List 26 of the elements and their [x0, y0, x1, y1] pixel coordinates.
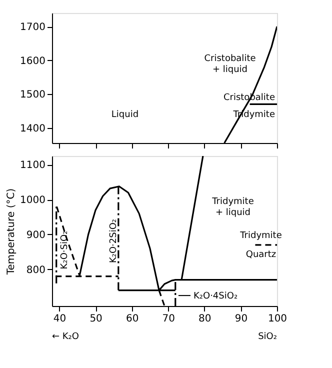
annotation: Cristobalite + liquid	[204, 54, 256, 75]
annotation: K₂O·2SiO₂	[109, 218, 119, 264]
y-tick-label: 800	[26, 264, 46, 276]
x-tick-label: 50	[90, 314, 102, 324]
annotation: Liquid	[111, 110, 139, 120]
text: ← K₂O	[52, 332, 79, 342]
x-tick-label: 80	[198, 314, 212, 324]
annotation: K₂O·SiO₂	[60, 230, 70, 270]
annotation: K₂O·4SiO₂	[193, 292, 238, 302]
x-tick-label: 100	[268, 314, 288, 324]
x-tick-label: 90	[234, 314, 248, 324]
y-tick-label: 1400	[20, 123, 46, 134]
y-tick-label: 1000	[20, 195, 46, 206]
x-tick-label: 60	[126, 314, 139, 324]
x-tick-label: 40	[53, 314, 66, 324]
annotation: Tridymite + liquid	[211, 197, 254, 218]
x-tick-label: 70	[162, 314, 175, 324]
y-tick-label: 1500	[20, 90, 46, 101]
text: SiO₂	[258, 332, 278, 342]
annotation: Tridymite	[239, 231, 282, 241]
y-tick-label: 900	[26, 230, 46, 241]
y-tick-label: 1100	[20, 160, 46, 172]
y-tick-label: 1700	[20, 22, 46, 34]
y-tick-label: 1600	[20, 56, 46, 67]
y-axis-title: Temperature (°C)	[6, 188, 18, 276]
annotation: Quartz	[246, 250, 276, 260]
